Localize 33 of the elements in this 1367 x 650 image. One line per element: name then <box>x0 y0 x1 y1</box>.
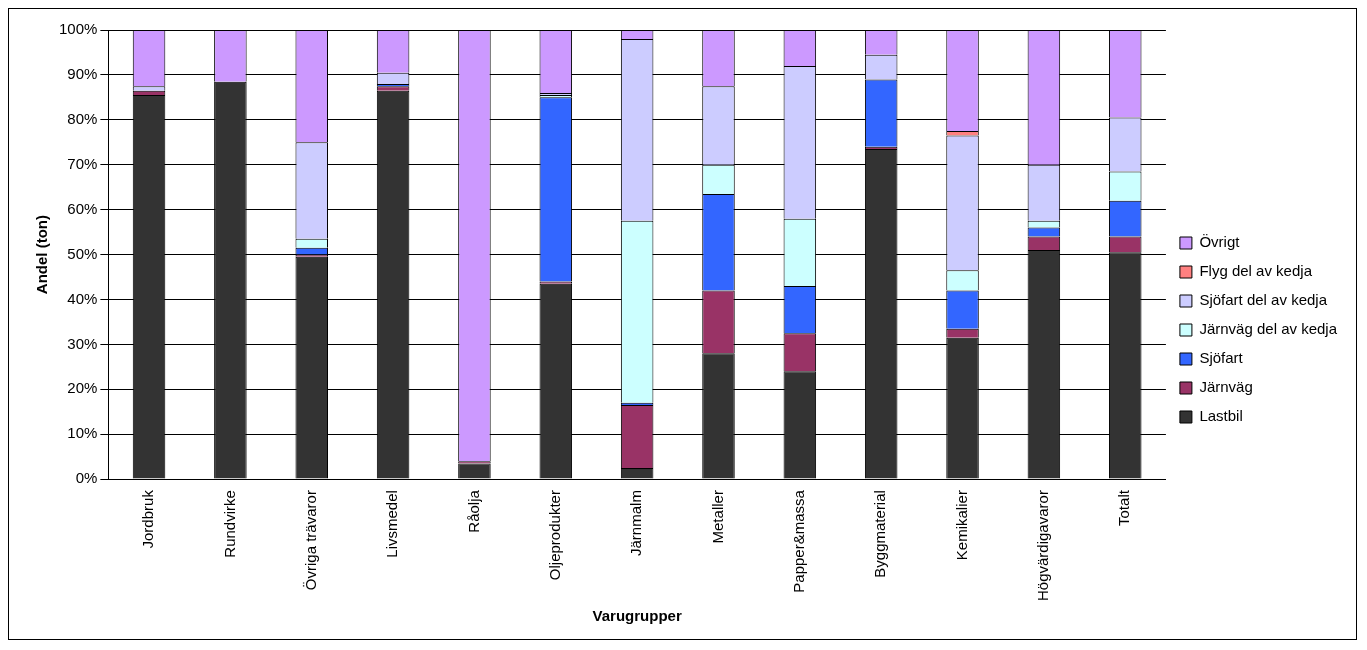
y-tick-label: 20% <box>67 379 98 397</box>
x-tick-label: Livsmedel <box>383 490 401 558</box>
legend-label: Sjöfart <box>1199 349 1244 367</box>
y-tick-label: 40% <box>67 289 98 307</box>
y-axis-title: Andel (ton) <box>33 214 51 295</box>
y-tick-label: 30% <box>67 334 98 352</box>
x-tick-label: Råolja <box>464 489 482 533</box>
y-tick-label: 80% <box>67 109 98 127</box>
y-tick-label: 60% <box>67 199 98 217</box>
legend-label: Flyg del av kedja <box>1199 262 1313 280</box>
x-tick-label: Högvärdigavaror <box>1034 490 1052 601</box>
legend-label: Lastbil <box>1199 407 1243 425</box>
x-tick-label: Metaller <box>708 490 726 544</box>
x-tick-label: Byggmaterial <box>871 490 889 578</box>
y-tick-label: 50% <box>67 244 98 262</box>
y-tick-label: 90% <box>67 65 98 83</box>
y-tick-label: 10% <box>67 424 98 442</box>
legend-label: Övrigt <box>1199 233 1241 251</box>
y-tick-label: 100% <box>58 20 98 38</box>
legend-label: Järnväg del av kedja <box>1199 320 1338 338</box>
x-tick-label: Övriga trävaror <box>301 490 319 591</box>
x-tick-label: Oljeprodukter <box>545 490 563 581</box>
x-tick-label: Jordbruk <box>139 489 157 549</box>
y-tick-label: 70% <box>67 154 98 172</box>
x-tick-label: Kemikalier <box>952 490 970 561</box>
x-tick-label: Järnmalm <box>627 490 645 556</box>
legend-label: Sjöfart del av kedja <box>1199 291 1328 309</box>
x-tick-label: Rundvirke <box>220 490 238 558</box>
x-tick-label: Papper&massa <box>789 489 807 593</box>
x-axis-title: Varugrupper <box>592 607 682 625</box>
y-tick-label: 0% <box>75 469 98 487</box>
legend-label: Järnväg <box>1199 378 1253 396</box>
x-tick-label: Totalt <box>1115 489 1133 526</box>
